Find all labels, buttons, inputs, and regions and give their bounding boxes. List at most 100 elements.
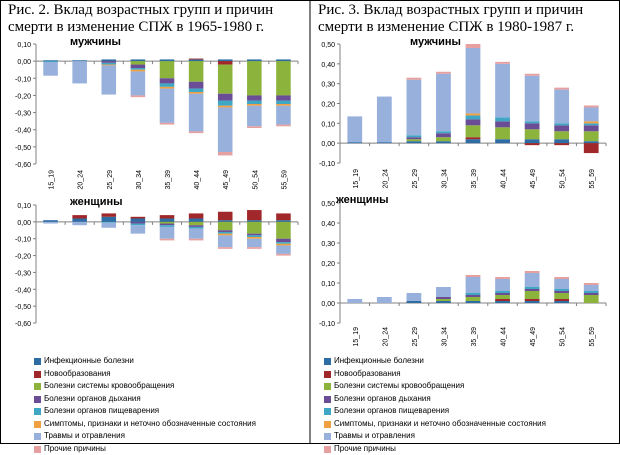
- x-tick-label: 35_39: [165, 170, 172, 190]
- bar-segment: [218, 230, 233, 232]
- bar-segment: [160, 218, 175, 221]
- bar-segment: [276, 101, 291, 104]
- bar-segment: [131, 70, 146, 72]
- bar-segment: [160, 123, 175, 125]
- bar-segment: [218, 232, 233, 234]
- y-tick-label: 0,10: [17, 42, 31, 49]
- x-tick-label: 15_19: [49, 170, 56, 190]
- y-tick-label: 0,30: [321, 241, 335, 248]
- bar-segment: [495, 277, 510, 279]
- bar-segment: [160, 78, 175, 83]
- bar-segment: [218, 222, 233, 230]
- legend-item: Болезни органов пищеварения: [34, 405, 304, 418]
- bar-segment: [247, 95, 262, 100]
- legend-swatch: [34, 433, 41, 440]
- bar-segment: [436, 297, 451, 299]
- bar-segment: [102, 59, 117, 61]
- bar-segment: [102, 65, 117, 94]
- x-tick-label: 20_24: [382, 169, 389, 189]
- bar-segment: [584, 143, 599, 153]
- y-tick-label: 0,10: [17, 203, 31, 210]
- bar-segment: [189, 225, 204, 227]
- bar-segment: [218, 107, 233, 152]
- legend-item: Болезни органов пищеварения: [324, 405, 614, 418]
- legend-swatch: [34, 408, 41, 415]
- y-tick-label: -0,40: [15, 287, 31, 294]
- y-tick-label: -0,50: [15, 145, 31, 152]
- y-tick-label: -0,60: [15, 321, 31, 328]
- bar-segment: [102, 61, 117, 63]
- legend-label: Новообразования: [44, 368, 111, 381]
- bar-segment: [466, 115, 481, 119]
- legend-label: Инфекционные болезни: [44, 355, 134, 368]
- bar-segment: [276, 125, 291, 127]
- y-tick-label: 0,20: [321, 102, 335, 109]
- legend-item: Инфекционные болезни: [34, 355, 304, 368]
- bar-segment: [495, 121, 510, 127]
- bar-segment: [466, 48, 481, 113]
- y-tick-label: 0,00: [17, 220, 31, 227]
- bar-segment: [276, 244, 291, 246]
- legend-item: Болезни системы кровообращения: [324, 380, 614, 393]
- bar-segment: [554, 291, 569, 293]
- bar-segment: [160, 89, 175, 123]
- chart-left-bottom: 0,100,00-0,10-0,20-0,30-0,40-0,50-0,60же…: [15, 196, 298, 328]
- bar-segment: [189, 61, 204, 82]
- x-tick-label: 45_49: [223, 170, 230, 190]
- x-tick-label: 25_29: [412, 327, 419, 347]
- bar-segment: [584, 107, 599, 121]
- chart-subtitle: женщины: [335, 194, 389, 206]
- bar-segment: [160, 225, 175, 227]
- bar-segment: [495, 127, 510, 139]
- bar-segment: [436, 287, 451, 297]
- bar-segment: [160, 224, 175, 226]
- bar-segment: [218, 101, 233, 106]
- chart-subtitle: мужчины: [410, 36, 461, 48]
- bar-segment: [584, 291, 599, 293]
- legend-swatch: [34, 446, 41, 453]
- bar-segment: [276, 242, 291, 244]
- bar-segment: [584, 105, 599, 107]
- bar-segment: [525, 143, 540, 145]
- legend-swatch: [34, 396, 41, 403]
- bar-segment: [554, 277, 569, 279]
- bar-segment: [466, 139, 481, 143]
- bar-segment: [466, 275, 481, 277]
- y-tick-label: 0,50: [321, 201, 335, 208]
- bar-segment: [189, 213, 204, 218]
- legend-swatch: [324, 446, 331, 453]
- bar-segment: [218, 94, 233, 101]
- bar-segment: [495, 62, 510, 64]
- y-tick-label: 0,10: [321, 281, 335, 288]
- x-tick-label: 40_44: [501, 327, 508, 347]
- bar-segment: [276, 245, 291, 253]
- legend-label: Инфекционные болезни: [334, 355, 424, 368]
- bar-segment: [377, 142, 392, 143]
- x-tick-label: 55_59: [589, 327, 596, 347]
- bar-segment: [525, 74, 540, 76]
- bar-segment: [554, 139, 569, 143]
- bar-segment: [247, 237, 262, 239]
- bar-segment: [584, 283, 599, 285]
- bar-segment: [276, 222, 291, 239]
- bar-segment: [407, 301, 422, 303]
- x-tick-label: 20_24: [382, 327, 389, 347]
- x-tick-label: 25_29: [107, 170, 114, 190]
- bar-segment: [466, 119, 481, 125]
- bar-segment: [160, 83, 175, 86]
- bar-segment: [466, 295, 481, 297]
- bar-segment: [189, 227, 204, 229]
- bar-segment: [407, 78, 422, 80]
- chart-subtitle: мужчины: [70, 36, 121, 48]
- bar-segment: [554, 90, 569, 124]
- y-tick-label: -0,40: [15, 128, 31, 135]
- bar-segment: [525, 291, 540, 299]
- legend-swatch: [324, 383, 331, 390]
- x-tick-label: 35_39: [471, 327, 478, 347]
- bar-segment: [554, 299, 569, 301]
- bar-segment: [247, 106, 262, 127]
- bar-segment: [525, 301, 540, 303]
- bar-segment: [247, 235, 262, 237]
- bar-segment: [160, 61, 175, 78]
